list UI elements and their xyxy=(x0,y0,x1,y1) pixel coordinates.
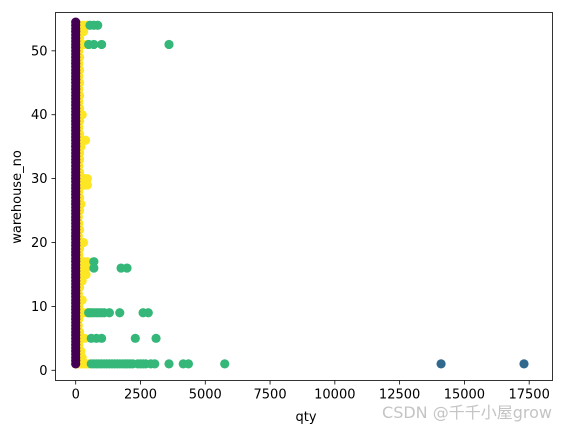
data-point xyxy=(151,333,161,343)
x-tick-label: 7500 xyxy=(254,388,287,403)
y-axis-label: warehouse_no xyxy=(10,150,25,244)
data-point xyxy=(82,257,92,267)
x-tick-label: 15000 xyxy=(444,388,485,403)
data-point xyxy=(164,39,174,50)
data-point xyxy=(143,308,153,318)
data-point xyxy=(82,174,92,184)
data-point xyxy=(150,359,160,369)
data-point xyxy=(97,39,107,50)
x-tick-label: 17500 xyxy=(508,388,549,403)
y-tick-label: 30 xyxy=(31,172,48,187)
data-point xyxy=(89,39,99,50)
data-point xyxy=(130,333,140,343)
axes-frame xyxy=(55,12,553,381)
data-point xyxy=(97,333,107,343)
data-point xyxy=(104,308,114,318)
data-point xyxy=(164,359,174,369)
data-point xyxy=(89,263,99,273)
data-point xyxy=(93,20,103,30)
x-tick-label: 12500 xyxy=(379,388,420,403)
data-point xyxy=(122,263,132,273)
data-point xyxy=(78,237,89,248)
data-point xyxy=(115,308,125,318)
y-tick-label: 0 xyxy=(39,364,47,379)
data-point xyxy=(183,359,194,369)
x-tick-label: 5000 xyxy=(189,388,222,403)
x-axis-label: qty xyxy=(295,410,316,425)
x-tick-label: 0 xyxy=(72,388,80,403)
data-point xyxy=(71,17,81,27)
y-tick-label: 10 xyxy=(31,300,48,315)
plot-area xyxy=(71,17,529,369)
data-point xyxy=(519,359,529,369)
x-axis-ticks: 0 2500 5000 7500 10000 12500 15000 17500 xyxy=(72,380,550,403)
watermark-text: CSDN @千千小屋grow xyxy=(382,403,552,422)
y-tick-label: 50 xyxy=(31,44,48,59)
data-point xyxy=(436,359,446,369)
x-tick-label: 2500 xyxy=(124,388,157,403)
y-tick-label: 20 xyxy=(31,236,48,251)
y-axis-ticks: 0 10 20 30 40 50 xyxy=(31,44,56,379)
data-point xyxy=(80,333,90,343)
x-tick-label: 10000 xyxy=(314,388,355,403)
data-point xyxy=(89,257,99,267)
y-tick-label: 40 xyxy=(31,108,48,123)
data-point xyxy=(220,359,230,369)
data-point xyxy=(80,135,91,145)
